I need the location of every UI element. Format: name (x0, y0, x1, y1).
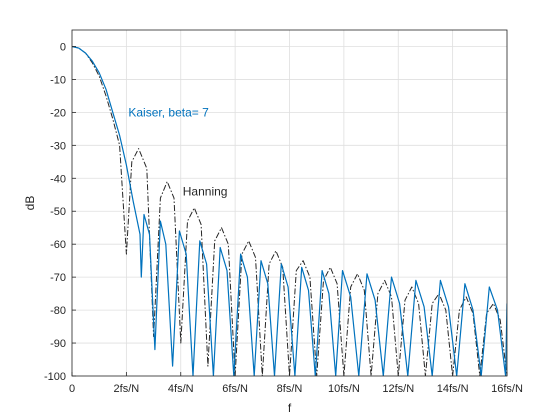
series-line (72, 45, 507, 376)
x-axis-label: f (288, 401, 292, 415)
x-tick-label: 4fs/N (168, 383, 194, 395)
y-tick-label: -10 (50, 74, 66, 86)
y-tick-label: -20 (50, 107, 66, 119)
y-tick-labels: 0 -10 -20 -30 -40 -50 -60 -70 -80 -90 -100 (44, 41, 66, 383)
x-tick-label: 12fs/N (382, 383, 414, 395)
y-tick-label: -70 (50, 272, 66, 284)
annotations: Kaiser, beta= 7 Hanning (128, 105, 227, 198)
annotation-label: Kaiser, beta= 7 (128, 105, 209, 119)
y-tick-label: -60 (50, 239, 66, 251)
series-layer (72, 45, 507, 376)
y-tick-label: -80 (50, 305, 66, 317)
y-tick-label: -100 (44, 371, 66, 383)
x-tick-label: 16fs/N (491, 383, 523, 395)
x-tick-label: 10fs/N (328, 383, 360, 395)
y-tick-label: -90 (50, 338, 66, 350)
y-tick-label: -50 (50, 206, 66, 218)
x-tick-label: 2fs/N (114, 383, 140, 395)
y-axis-label: dB (23, 196, 37, 211)
x-tick-label: 0 (69, 383, 75, 395)
y-tick-label: -40 (50, 173, 66, 185)
x-tick-label: 6fs/N (222, 383, 248, 395)
x-tick-label: 8fs/N (277, 383, 303, 395)
annotation-label: Hanning (183, 184, 228, 198)
ticks (71, 46, 508, 377)
y-tick-label: -30 (50, 140, 66, 152)
y-tick-label: 0 (60, 41, 66, 53)
x-tick-label: 14fs/N (437, 383, 469, 395)
x-tick-labels: 0 2fs/N 4fs/N 6fs/N 8fs/N 10fs/N 12fs/N 14fs/N 1… (69, 383, 523, 395)
